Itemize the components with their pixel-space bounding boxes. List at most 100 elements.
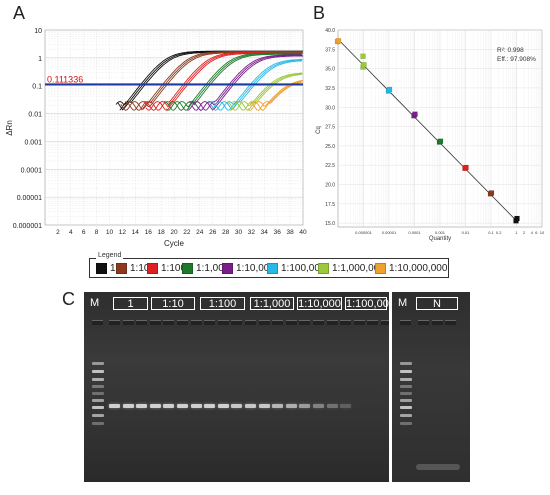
- gel-well: [149, 320, 161, 325]
- negative-control-label: N: [416, 297, 458, 310]
- ladder-band: [92, 392, 104, 395]
- standard-points: [334, 38, 520, 224]
- grid-b: [338, 29, 543, 227]
- pcr-band: [326, 404, 338, 408]
- gel-well: [272, 320, 284, 325]
- legend-item: 1:1,000,000: [318, 263, 385, 274]
- x-tick-label-b: 1: [515, 230, 518, 235]
- gel-well: [367, 320, 379, 325]
- x-tick-label-b: 0.2: [496, 230, 502, 235]
- x-axis-label-b: Quantity: [429, 236, 451, 242]
- x-tick-label-a: 22: [183, 229, 191, 236]
- x-tick-label-a: 38: [286, 229, 294, 236]
- gel-well: [258, 320, 270, 325]
- gel-well: [163, 320, 175, 325]
- amplification-curve: [191, 55, 303, 111]
- sample-group-label: 1:100,000: [345, 297, 389, 310]
- y-tick-label-b: 37.5: [325, 47, 335, 53]
- marker-lane-label: M: [398, 297, 408, 309]
- x-tick-label-b: 0.1: [488, 230, 494, 235]
- y-tick-labels-b: 15.0 17.5 20.0 22.5 25.0 27.5 30.0 32.5 35.0 37.5…: [325, 28, 335, 227]
- x-tick-label-a: 14: [132, 229, 140, 236]
- x-tick-label-a: 30: [235, 229, 243, 236]
- y-tick-labels-a: 10 1 0.1 0.01 0.001 0.0001 0.00001 0.000001: [13, 28, 42, 230]
- x-tick-label-b: 0.00001: [382, 230, 397, 235]
- regression-line: [337, 38, 517, 222]
- ladder-band: [400, 370, 412, 373]
- standard-point: [488, 190, 495, 196]
- y-tick-label-a: 0.001: [24, 139, 42, 146]
- sample-group-label: 1:10,000: [297, 297, 342, 310]
- legend-title: Legend: [96, 252, 124, 259]
- ladder-band: [92, 385, 104, 388]
- x-tick-label-a: 32: [248, 229, 256, 236]
- gel-well: [313, 320, 324, 325]
- y-axis-label-a: ΔRn: [5, 120, 14, 136]
- x-tick-label-a: 2: [56, 229, 60, 236]
- gel-image-left: M 11:10 1:100 1:1,0001:10,0001:100,000: [84, 292, 389, 482]
- x-tick-label-b: 4: [531, 230, 534, 235]
- legend-label: 1:1,000: [196, 263, 230, 274]
- gel-well: [353, 320, 365, 325]
- ladder-band: [92, 370, 104, 373]
- amplification-curves: [115, 50, 303, 112]
- x-tick-label-a: 10: [106, 229, 114, 236]
- legend-swatch: [267, 263, 278, 274]
- gel-well: [204, 320, 216, 325]
- x-tick-labels-a: 2 4 6 8 10 12 14 16 18 20 22 24 26 28 30 32 34 36 38 40: [56, 229, 307, 236]
- grid-a: [45, 29, 304, 226]
- pcr-band: [122, 404, 134, 408]
- standard-point: [514, 215, 520, 222]
- ladder-band: [400, 378, 412, 381]
- x-tick-label-a: 28: [222, 229, 230, 236]
- x-tick-label-a: 6: [82, 229, 86, 236]
- pcr-band: [313, 404, 324, 408]
- legend-item: 1:10: [116, 263, 149, 274]
- legend-swatch: [147, 263, 158, 274]
- legend-label: 1:1,000,000: [332, 263, 385, 274]
- legend-swatch: [116, 263, 127, 274]
- pcr-band: [136, 404, 148, 408]
- legend-item: 1:10,000,000: [375, 263, 447, 274]
- ladder-band: [400, 399, 412, 402]
- ladder-band: [92, 362, 104, 365]
- gel-well: [299, 320, 311, 325]
- efficiency-annotation: Eff.: 97.908%: [497, 56, 536, 63]
- marker-lane-label: M: [90, 297, 100, 309]
- standard-curve-plot: 15.0 17.5 20.0 22.5 25.0 27.5 30.0 32.5 35.0 37.5…: [316, 28, 545, 242]
- y-tick-label-a: 0.000001: [13, 223, 42, 230]
- dilution-legend: Legend 1 1:10 1:100 1:1,000 1:10,000 1:100,00…: [89, 252, 449, 278]
- legend-swatch: [318, 263, 329, 274]
- primer-dimer-smear: [416, 464, 460, 470]
- y-tick-label-b: 30.0: [325, 105, 335, 111]
- pcr-band: [217, 404, 229, 408]
- ladder-band: [400, 392, 412, 395]
- ladder-band: [400, 422, 412, 425]
- ladder-band: [92, 414, 104, 417]
- panel-label-c: C: [62, 289, 75, 309]
- gel-well: [109, 320, 120, 325]
- x-tick-label-a: 26: [209, 229, 217, 236]
- x-tick-label-b: 6: [535, 230, 538, 235]
- pcr-band: [285, 404, 297, 408]
- pcr-band: [163, 404, 175, 408]
- x-tick-label-b: 0.001: [435, 230, 446, 235]
- amplification-curve: [229, 73, 303, 112]
- y-tick-label-b: 22.5: [325, 163, 335, 169]
- ladder-band: [400, 385, 412, 388]
- gel-well: [245, 320, 256, 325]
- x-tick-label-b: 10: [540, 230, 545, 235]
- legend-item: 1:100: [147, 263, 186, 274]
- pcr-band: [231, 404, 243, 408]
- x-tick-label-a: 12: [119, 229, 127, 236]
- r-squared-annotation: R²: 0.998: [497, 47, 524, 54]
- amplification-curve: [210, 59, 303, 111]
- y-tick-label-a: 0.00001: [17, 195, 42, 202]
- y-tick-label-b: 25.0: [325, 144, 335, 150]
- y-tick-label-b: 15.0: [325, 221, 335, 227]
- gel-well: [340, 320, 352, 325]
- y-tick-label-a: 0.01: [28, 112, 42, 119]
- legend-item: 1:100,000: [267, 263, 326, 274]
- gel-well: [445, 320, 457, 325]
